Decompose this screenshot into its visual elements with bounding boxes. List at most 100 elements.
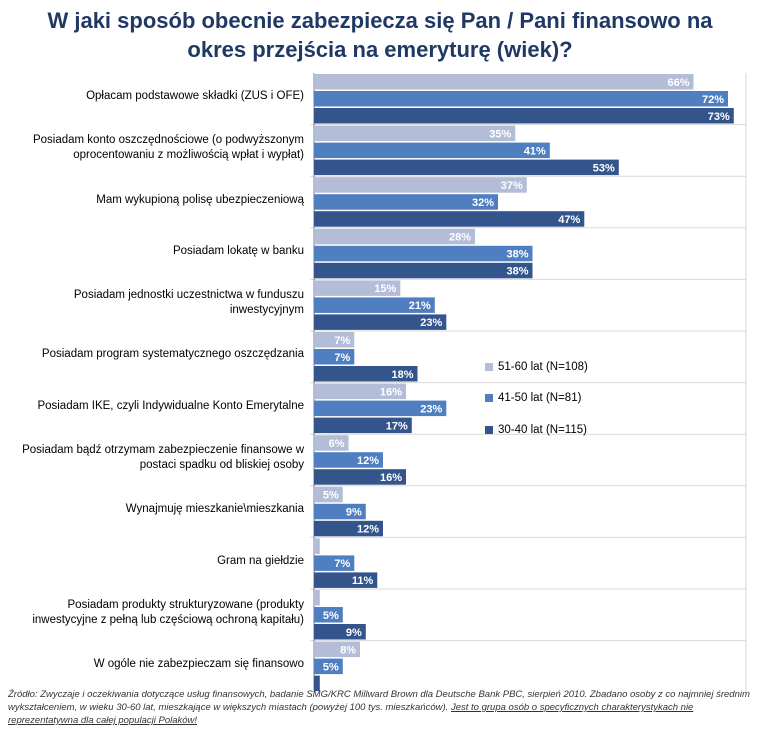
source-note: Źródło: Zwyczaje i oczekiwania dotyczące…: [8, 688, 756, 727]
category-label: W ogóle nie zabezpieczam się finansowo: [4, 657, 304, 672]
category-label: Gram na giełdzie: [4, 554, 304, 569]
category-label: Opłacam podstawowe składki (ZUS i OFE): [4, 89, 304, 104]
bar-label: 15%: [374, 283, 396, 295]
category-label-line: Mam wykupioną polisę ubezpieczeniową: [96, 193, 304, 206]
bar-8-series-2: [314, 452, 383, 468]
bar-label: 6%: [329, 438, 345, 450]
bar-3-series-2: [314, 194, 498, 210]
chart-title-line-1: W jaki sposób obecnie zabezpiecza się Pa…: [47, 8, 713, 33]
category-label: Posiadam jednostki uczestnictwa w fundus…: [4, 288, 304, 318]
bar-label: 9%: [346, 627, 362, 639]
bar-8-series-1: [314, 435, 349, 451]
bar-label: 7%: [334, 558, 350, 570]
category-label: Wynajmuję mieszkanie\mieszkania: [4, 502, 304, 517]
bar-12-series-1: [314, 641, 360, 658]
bar-5-series-2: [314, 297, 435, 313]
bar-label: 16%: [380, 472, 402, 484]
category-label-line: oprocentowaniu z możliwością wpłat i wyp…: [73, 149, 304, 162]
bar-label: 23%: [420, 403, 442, 415]
bar-label: 12%: [357, 524, 379, 536]
category-label-line: inwestycyjnym: [229, 304, 304, 317]
bar-7-series-2: [314, 400, 447, 417]
bar-label: 28%: [449, 232, 471, 244]
bar-10-series-1: [314, 538, 320, 554]
legend-item: 51-60 lat (N=108): [485, 361, 588, 373]
bar-9-series-2: [314, 503, 366, 520]
bar-11-series-3: [314, 624, 366, 640]
bar-label: 32%: [472, 197, 494, 209]
bar-label: 18%: [391, 369, 413, 381]
bar-3-series-3: [314, 211, 585, 227]
category-label-line: Wynajmuję mieszkanie\mieszkania: [125, 503, 304, 516]
category-label-line: Posiadam jednostki uczestnictwa w fundus…: [73, 289, 304, 302]
bar-1-series-1: [314, 74, 694, 90]
bar-label: 12%: [357, 455, 379, 467]
bar-label: 38%: [506, 266, 528, 278]
bar-4-series-2: [314, 245, 533, 262]
bar-8-series-3: [314, 469, 406, 485]
bar-1-series-2: [314, 91, 728, 107]
bar-label: 23%: [420, 317, 442, 329]
bar-label: 5%: [323, 610, 339, 622]
category-label-line: postaci spadku od bliskiej osoby: [139, 459, 304, 471]
bar-label: 35%: [489, 128, 511, 140]
bar-3-series-1: [314, 177, 527, 193]
bar-label: 66%: [667, 77, 689, 89]
bar-label: 37%: [501, 180, 523, 192]
bar-label: 73%: [708, 111, 730, 123]
bar-label: 17%: [386, 420, 408, 432]
chart-title-line-2: okres przejścia na emeryturę (wiek)?: [187, 37, 573, 62]
category-label-line: Posiadam bądź otrzymam zabezpieczenie fi…: [22, 444, 304, 456]
bar-9-series-1: [314, 486, 343, 503]
chart-title: W jaki sposób obecnie zabezpiecza się Pa…: [0, 6, 760, 64]
category-label: Posiadam bądź otrzymam zabezpieczenie fi…: [4, 443, 304, 473]
bar-label: 7%: [334, 352, 350, 364]
bar-label: 16%: [380, 386, 402, 398]
bar-label: 7%: [334, 335, 350, 347]
category-label-line: Posiadam IKE, czyli Indywidualne Konto E…: [37, 399, 304, 412]
legend-item: 41-50 lat (N=81): [485, 392, 581, 404]
category-label: Posiadam program systematycznego oszczęd…: [4, 347, 304, 362]
bar-12-series-3: [314, 675, 320, 692]
bar-10-series-2: [314, 555, 355, 571]
bar-label: 21%: [409, 300, 431, 312]
bar-9-series-3: [314, 520, 383, 537]
bar-label: 5%: [323, 490, 339, 502]
bar-2-series-1: [314, 125, 516, 142]
category-label: Posiadam konto oszczędnościowe (o podwyż…: [4, 133, 304, 163]
category-label: Mam wykupioną polisę ubezpieczeniową: [4, 193, 304, 208]
legend-item: 30-40 lat (N=115): [485, 424, 587, 436]
source-disclaimer: Jest to grupa osób o specyficznych chara…: [8, 702, 694, 726]
bar-2-series-2: [314, 142, 550, 159]
bar-label: 11%: [352, 575, 374, 587]
bar-label: 9%: [346, 507, 362, 519]
source-text: Źródło: Zwyczaje i oczekiwania dotyczące…: [8, 689, 750, 713]
legend-label: 51-60 lat (N=108): [498, 361, 588, 373]
bar-6-series-1: [314, 332, 355, 348]
bar-label: 41%: [524, 145, 546, 157]
category-label-line: Posiadam konto oszczędnościowe (o podwyż…: [32, 134, 304, 147]
bar-label: 5%: [323, 661, 339, 673]
legend-swatch: [485, 425, 493, 434]
bar-6-series-2: [314, 349, 355, 365]
category-label: Posiadam IKE, czyli Indywidualne Konto E…: [4, 399, 304, 414]
category-label-line: Posiadam lokatę w banku: [172, 245, 304, 258]
bar-label: 38%: [506, 249, 528, 261]
category-label-line: inwestycyjne z pełną lub częściową ochro…: [32, 613, 304, 626]
bar-4-series-3: [314, 262, 533, 279]
bar-4-series-1: [314, 228, 475, 245]
bar-7-series-1: [314, 383, 406, 400]
bar-label: 53%: [593, 162, 615, 174]
bar-11-series-1: [314, 590, 320, 606]
bar-5-series-3: [314, 314, 447, 330]
category-label: Posiadam lokatę w banku: [4, 244, 304, 259]
category-label-line: W ogóle nie zabezpieczam się finansowo: [93, 657, 304, 670]
bar-5-series-1: [314, 280, 401, 296]
bar-10-series-3: [314, 572, 378, 588]
category-label-line: Posiadam program systematycznego oszczęd…: [41, 348, 304, 361]
bar-6-series-3: [314, 366, 418, 382]
bar-12-series-2: [314, 658, 343, 675]
category-label-line: Gram na giełdzie: [217, 554, 304, 567]
category-label-line: Posiadam produkty strukturyzowane (produ…: [67, 598, 305, 611]
